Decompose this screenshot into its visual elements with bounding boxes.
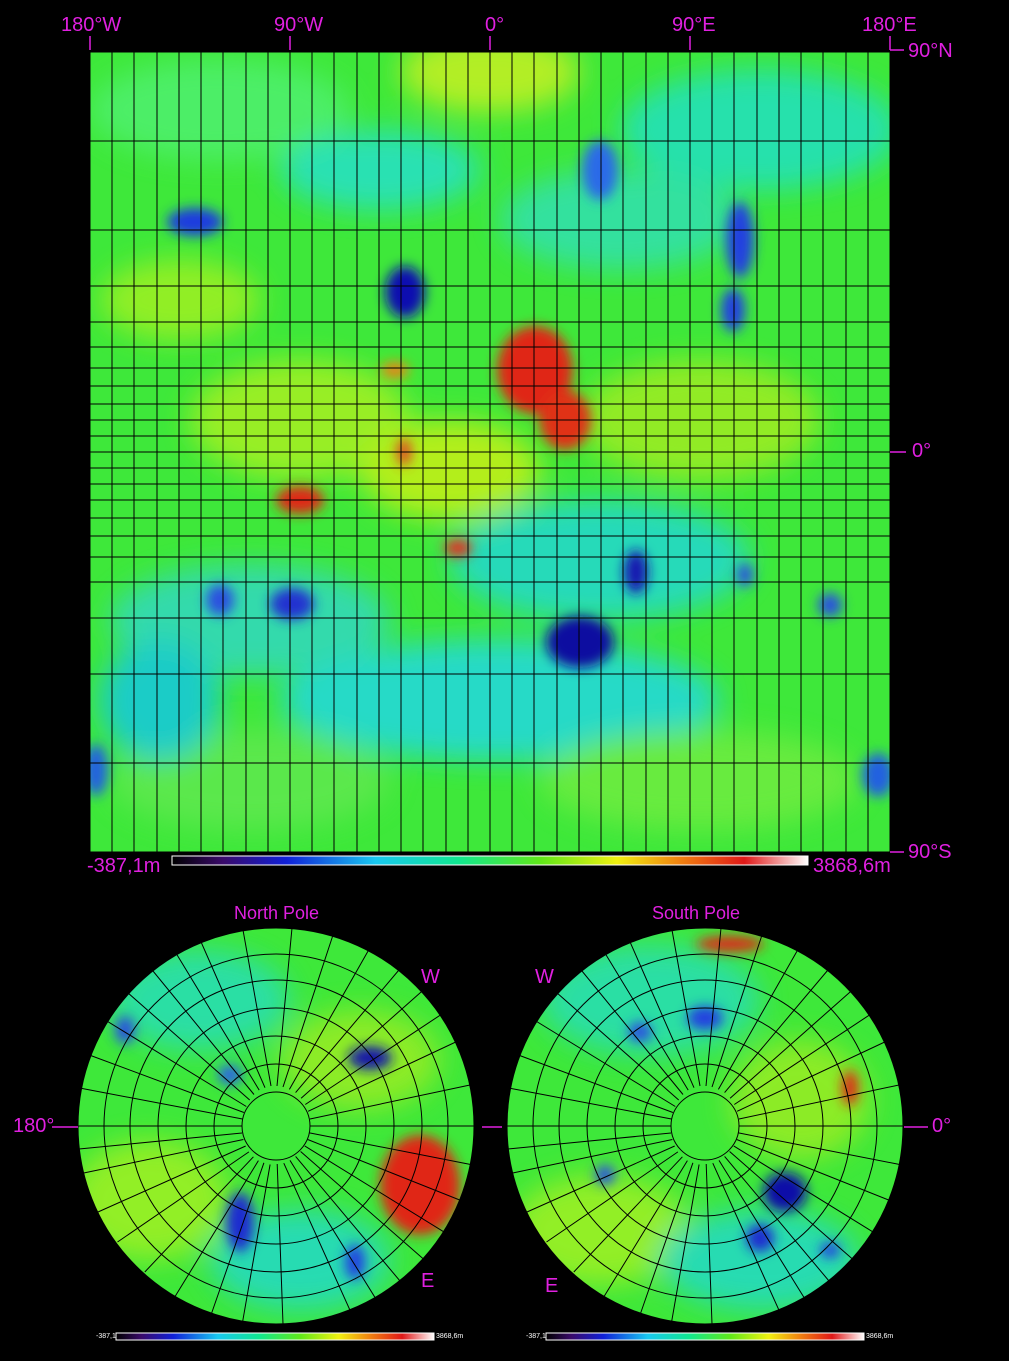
main-map <box>90 52 890 852</box>
lon-label-0: 0° <box>485 14 505 36</box>
south-pole-title: South Pole <box>652 903 741 923</box>
main-scale-min-label: -387,1m <box>87 855 161 877</box>
south-pole-scale-min: -387,1 <box>526 1333 546 1340</box>
south-pole-map <box>507 928 903 1324</box>
north-pole-180-label: 180° <box>13 1115 55 1137</box>
north-pole-scale-max: 3868,6m <box>436 1333 464 1340</box>
lon-label-90w: 90°W <box>274 14 324 36</box>
south-pole-east-label: E <box>545 1275 559 1297</box>
main-map-ticks <box>89 36 906 853</box>
main-scale-max-label: 3868,6m <box>813 855 891 877</box>
lon-label-90e: 90°E <box>672 14 716 36</box>
north-pole-scale-min: -387,1 <box>96 1333 116 1340</box>
main-elevation-scale-bar <box>171 855 809 866</box>
lat-label-0: 0° <box>912 440 932 462</box>
lon-label-180e: 180°E <box>862 14 917 36</box>
south-pole-scale-max: 3868,6m <box>866 1333 894 1340</box>
lat-label-90s: 90°S <box>908 841 952 863</box>
north-pole-west-label: W <box>421 966 440 988</box>
north-pole-map <box>78 928 474 1324</box>
north-pole-east-label: E <box>421 1270 435 1292</box>
lat-label-90n: 90°N <box>908 40 953 62</box>
south-pole-west-label: W <box>535 966 554 988</box>
south-pole-scale-bar <box>545 1332 865 1341</box>
north-pole-scale-bar <box>115 1332 435 1341</box>
north-pole-title: North Pole <box>234 903 320 923</box>
lon-label-180w: 180°W <box>61 14 122 36</box>
south-pole-0-label: 0° <box>932 1115 952 1137</box>
